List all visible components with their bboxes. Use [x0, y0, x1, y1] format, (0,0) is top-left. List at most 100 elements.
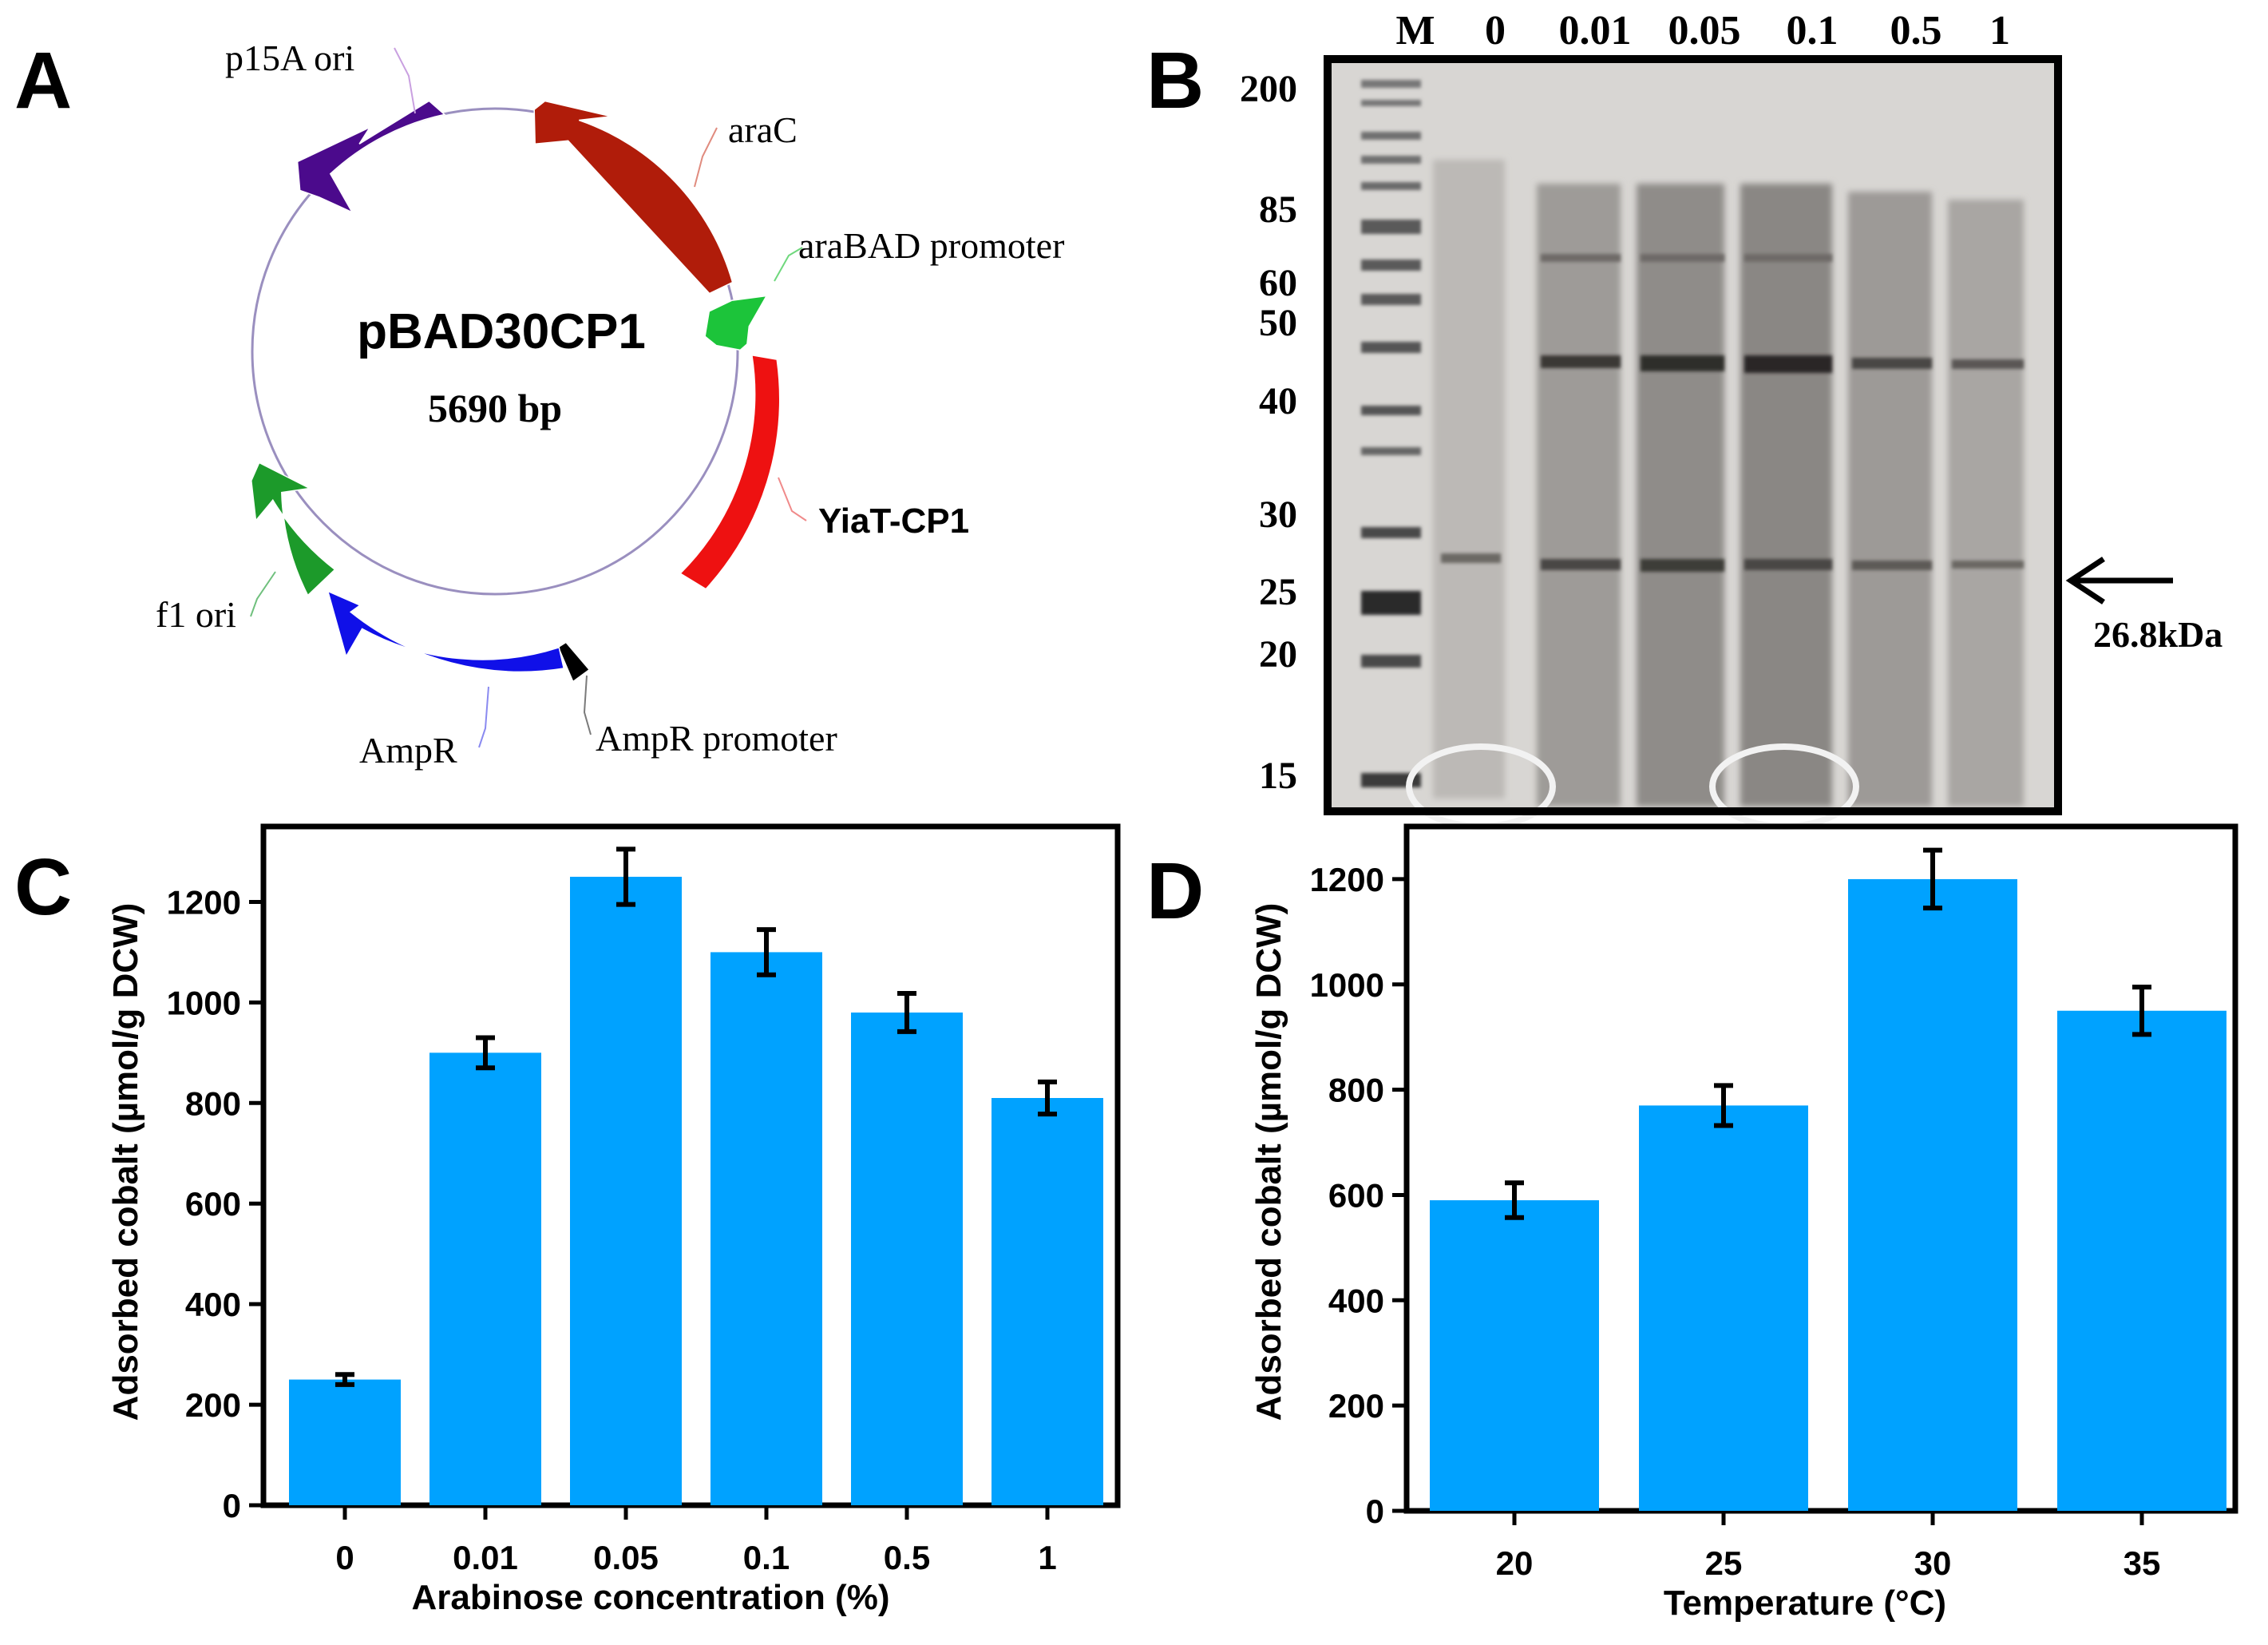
gel-marker-ladder	[1361, 80, 1421, 787]
gel-image	[1324, 55, 2062, 830]
y-tick-label: 600	[1328, 1176, 1384, 1214]
arabad-promoter-leader	[774, 247, 803, 282]
arabad-promoter-label: araBAD promoter	[798, 225, 1064, 266]
y-tick-label: 800	[185, 1084, 241, 1122]
target-arrow-icon	[2065, 557, 2173, 604]
panel-b: B	[1146, 8, 2222, 830]
x-tick-label: 35	[2124, 1544, 2161, 1582]
panel-a: A pBAD30CP1 5690 bp p15A ori araC araBAD…	[14, 36, 1064, 771]
y-tick-label: 1200	[1310, 861, 1384, 898]
marker-size-label: 25	[1259, 571, 1297, 613]
panel-letter-d: D	[1146, 846, 1204, 936]
chart-arabinose: 0 200 400 600 800 1000 1200 0 0.01 0.05 0.1 0.5 1 Ara…	[106, 823, 1121, 1617]
y-tick-label: 200	[1328, 1387, 1384, 1425]
arac-label: araC	[728, 109, 798, 150]
y-tick-label: 600	[185, 1185, 241, 1223]
x-tick-label: 0	[335, 1539, 354, 1576]
lane-label: 1	[1989, 8, 2010, 54]
bar	[992, 1098, 1103, 1505]
x-tick-label: 30	[1914, 1544, 1952, 1582]
bar	[429, 1052, 541, 1505]
x-tick-label: 0.5	[884, 1539, 930, 1576]
y-tick-label: 0	[223, 1487, 241, 1524]
y-axis-label: Adsorbed cobalt (µmol/g DCW)	[106, 903, 145, 1421]
panel-letter-b: B	[1146, 36, 1204, 125]
marker-size-label: 20	[1259, 633, 1297, 676]
ampr-arrow	[327, 590, 565, 673]
yiat-cp1-label: YiaT-CP1	[818, 501, 969, 541]
bar	[1639, 1105, 1808, 1511]
marker-size-label: 200	[1240, 68, 1297, 110]
yiat-cp1-leader	[778, 477, 807, 521]
marker-size-label: 40	[1259, 380, 1297, 422]
bar	[2057, 1010, 2226, 1511]
marker-size-label: 85	[1259, 188, 1297, 231]
gel-frame	[1324, 55, 2062, 815]
y-tick-label: 400	[185, 1286, 241, 1323]
bar	[851, 1012, 963, 1505]
y-tick-label: 200	[185, 1386, 241, 1424]
x-axis-label: Arabinose concentration (%)	[412, 1578, 890, 1617]
ampr-label: AmpR	[359, 730, 457, 771]
plasmid-size: 5690 bp	[428, 386, 562, 430]
y-tick-label: 0	[1366, 1492, 1384, 1530]
p15a-ori-leader	[394, 47, 416, 114]
lane-label: 0.05	[1668, 8, 1741, 54]
panel-letter-c: C	[14, 842, 72, 932]
bar	[710, 952, 822, 1505]
p15a-ori-arrow	[296, 100, 446, 214]
panel-d: D 0 200 400 600 800 1000 1200 20 25 30 35 Temperatu…	[1146, 823, 2238, 1623]
yiat-cp1-arrow	[679, 354, 781, 590]
x-tick-label: 25	[1705, 1544, 1743, 1582]
chart-temperature: 0 200 400 600 800 1000 1200 20 25 30 35 Temperature…	[1249, 823, 2238, 1623]
bar	[1848, 878, 2017, 1511]
y-axis-label: Adsorbed cobalt (µmol/g DCW)	[1249, 903, 1288, 1421]
f1-ori-arrow	[251, 462, 336, 597]
y-tick-label: 1000	[167, 984, 241, 1021]
plasmid-name: pBAD30CP1	[357, 304, 646, 359]
x-axis-label: Temperature (°C)	[1664, 1584, 1946, 1623]
gel-marker-labels: 200 85 60 50 40 30 25 20 15	[1240, 68, 1297, 797]
target-band-label: 26.8kDa	[2093, 614, 2222, 655]
y-tick-label: 1000	[1310, 966, 1384, 1004]
chart-frame	[260, 823, 1121, 1508]
ampr-leader	[478, 686, 489, 748]
ampr-promoter-leader	[583, 675, 592, 735]
x-tick-label: 0.1	[743, 1539, 790, 1576]
x-tick-label: 20	[1496, 1544, 1534, 1582]
lane-label: 0.01	[1559, 8, 1632, 54]
gel-lane-smears	[1433, 160, 2024, 807]
lane-label: 0	[1485, 8, 1506, 54]
plasmid-backbone	[251, 107, 739, 596]
arabad-promoter-arrow	[704, 295, 768, 351]
bar	[289, 1379, 401, 1505]
chart-frame	[1403, 823, 2238, 1514]
ampr-promoter-box	[559, 643, 589, 681]
lane-label: 0.1	[1787, 8, 1839, 54]
x-tick-label: 1	[1038, 1539, 1056, 1576]
p15a-ori-label: p15A ori	[225, 38, 354, 78]
panel-c: C 0 200 400 600 800 1000 1200 0 0.01 0.05 0.1 0.5 1 A…	[14, 823, 1121, 1617]
bar	[1430, 1200, 1599, 1511]
f1-ori-leader	[250, 571, 276, 617]
x-tick-label: 0.01	[453, 1539, 518, 1576]
x-tick-label: 0.05	[593, 1539, 659, 1576]
gel-sample-bands	[1441, 254, 2024, 572]
marker-size-label: 50	[1259, 302, 1297, 344]
arac-leader	[694, 127, 718, 188]
ampr-promoter-label: AmpR promoter	[596, 718, 837, 759]
lane-label: M	[1395, 8, 1435, 54]
panel-letter-a: A	[14, 36, 72, 125]
y-tick-label: 1200	[167, 883, 241, 921]
marker-size-label: 15	[1259, 755, 1297, 797]
y-tick-label: 800	[1328, 1072, 1384, 1109]
marker-size-label: 30	[1259, 494, 1297, 536]
f1-ori-label: f1 ori	[156, 594, 236, 635]
lane-label: 0.5	[1890, 8, 1942, 54]
gel-lane-labels: M 0 0.01 0.05 0.1 0.5 1	[1395, 8, 2010, 54]
arac-arrow	[533, 100, 734, 295]
bar	[570, 876, 682, 1505]
marker-size-label: 60	[1259, 262, 1297, 304]
y-tick-label: 400	[1328, 1282, 1384, 1319]
